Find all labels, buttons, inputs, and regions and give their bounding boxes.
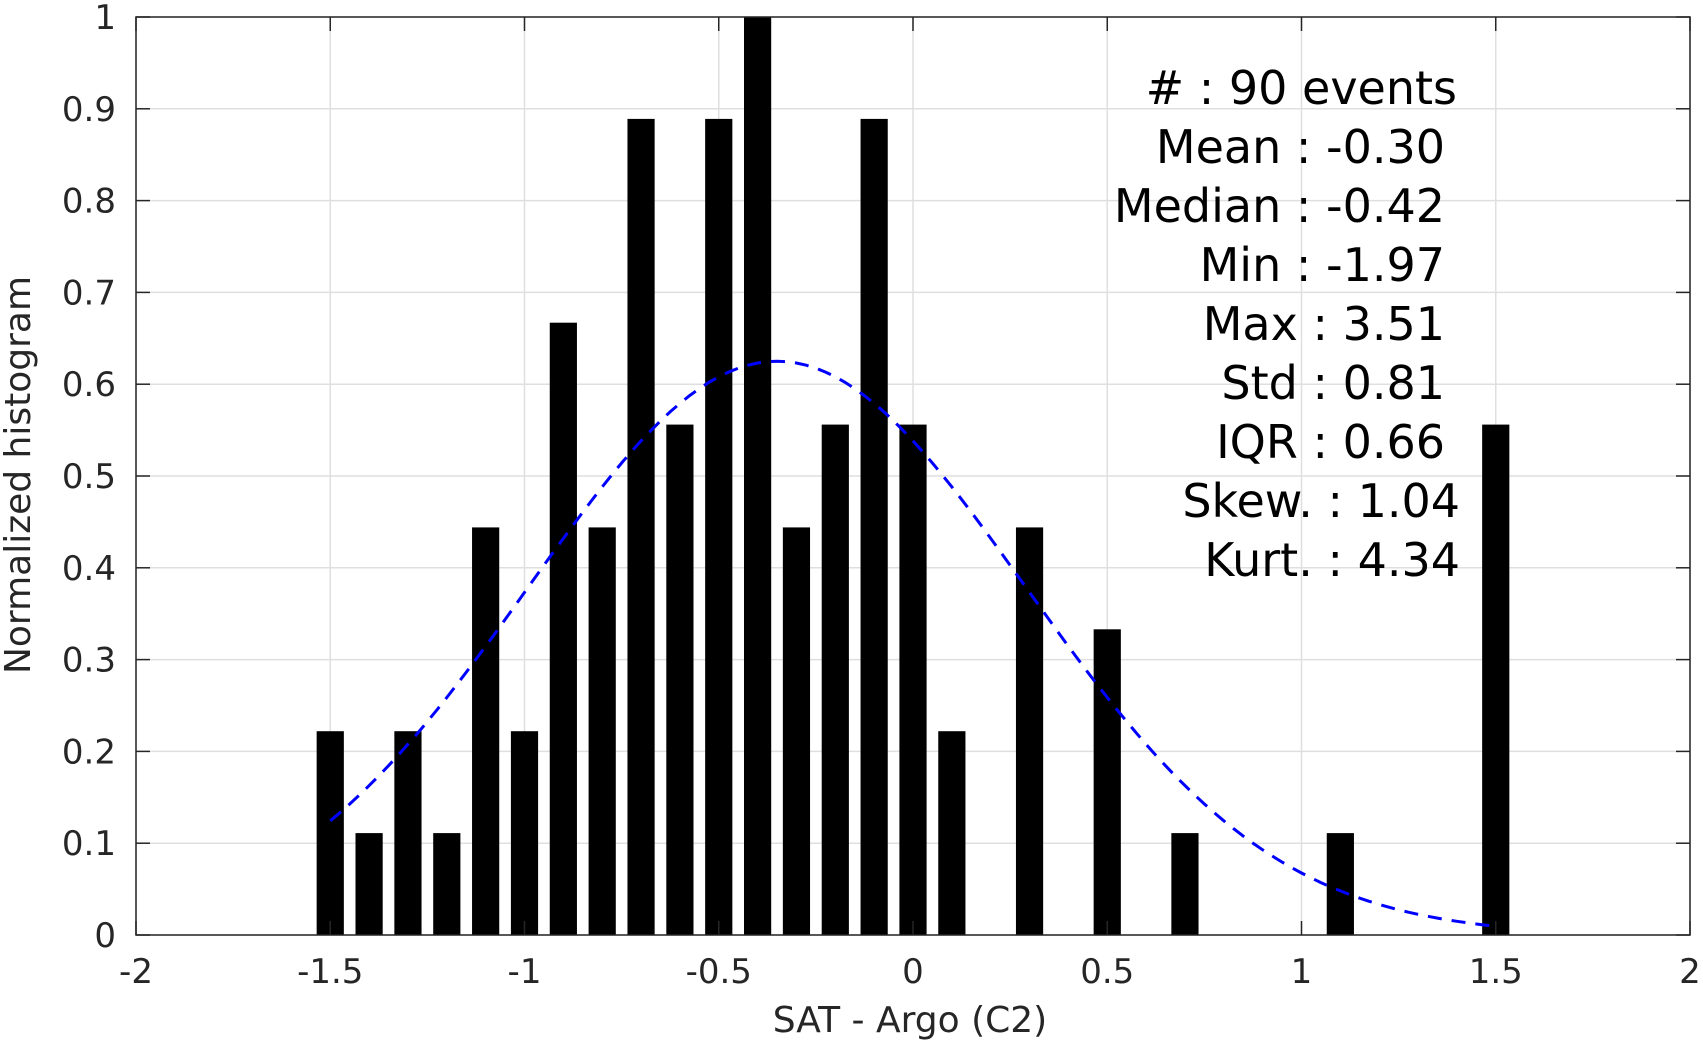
x-tick-labels: -2 -1.5 -1 -0.5 0 0.5 1 1.5 2 xyxy=(119,952,1701,992)
stat-line: Skew. : 1.04 xyxy=(1182,474,1460,528)
y-tick-label: 0.6 xyxy=(62,365,116,405)
histogram-bar xyxy=(899,424,927,935)
fit-curve-layer xyxy=(329,359,1496,928)
histogram-bar xyxy=(549,322,577,936)
histogram-bar xyxy=(666,424,694,935)
histogram-bar xyxy=(394,731,422,935)
x-tick-label: 1.5 xyxy=(1469,952,1523,992)
x-tick-label: 0 xyxy=(902,952,924,992)
fit-curve xyxy=(329,359,1496,928)
y-tick-label: 0.1 xyxy=(62,824,116,864)
x-axis-label: SAT - Argo (C2) xyxy=(773,1000,1047,1041)
histogram-bar xyxy=(316,731,344,935)
stat-line: Mean : -0.30 xyxy=(1156,120,1445,174)
stat-line: Median : -0.42 xyxy=(1114,179,1445,233)
x-tick-label: -1 xyxy=(508,952,542,992)
x-tick-label: -0.5 xyxy=(686,952,752,992)
histogram-bar xyxy=(355,833,383,935)
histogram-bar xyxy=(510,731,539,935)
histogram-bar xyxy=(744,17,772,935)
y-tick-label: 0.3 xyxy=(62,641,116,681)
histogram-bar xyxy=(1482,424,1510,935)
y-tick-label: 0 xyxy=(94,916,116,956)
axes-layer xyxy=(135,16,1691,936)
histogram-bar xyxy=(433,833,461,935)
stat-line: Std : 0.81 xyxy=(1221,356,1445,410)
stat-line: Kurt. : 4.34 xyxy=(1204,533,1460,587)
bar-layer xyxy=(316,17,1510,936)
histogram-bar xyxy=(938,731,966,935)
x-tick-label: 0.5 xyxy=(1080,952,1134,992)
x-tick-label: 1 xyxy=(1291,952,1313,992)
histogram-bar xyxy=(705,118,733,935)
histogram-bar xyxy=(1015,527,1044,935)
histogram-bar xyxy=(1171,833,1199,935)
y-axis-label: Normalized histogram xyxy=(0,276,39,674)
stat-line: # : 90 events xyxy=(1146,61,1457,115)
histogram-bar xyxy=(588,527,616,935)
histogram-bar xyxy=(782,527,811,935)
y-tick-label: 0.7 xyxy=(62,273,116,313)
y-tick-label: 0.4 xyxy=(62,549,116,589)
histogram-bar xyxy=(860,118,888,935)
y-tick-label: 0.2 xyxy=(62,732,116,772)
stat-line: Min : -1.97 xyxy=(1200,238,1445,292)
y-tick-labels: 0 0.1 0.2 0.3 0.4 0.5 0.6 0.7 0.8 0.9 1 xyxy=(62,0,116,956)
x-tick-label: -2 xyxy=(119,952,153,992)
y-tick-label: 0.5 xyxy=(62,457,116,497)
y-tick-label: 0.8 xyxy=(62,182,116,222)
stat-line: Max : 3.51 xyxy=(1203,297,1445,351)
histogram-bar xyxy=(1093,629,1121,935)
x-tick-label: -1.5 xyxy=(297,952,363,992)
y-tick-label: 1 xyxy=(94,0,116,38)
histogram-bar xyxy=(627,118,655,935)
histogram-bar xyxy=(1326,833,1354,935)
histogram-bar xyxy=(821,424,849,935)
x-tick-label: 2 xyxy=(1679,952,1701,992)
histogram-bar xyxy=(472,527,500,935)
stat-line: IQR : 0.66 xyxy=(1216,415,1445,469)
y-tick-label: 0.9 xyxy=(62,90,116,130)
